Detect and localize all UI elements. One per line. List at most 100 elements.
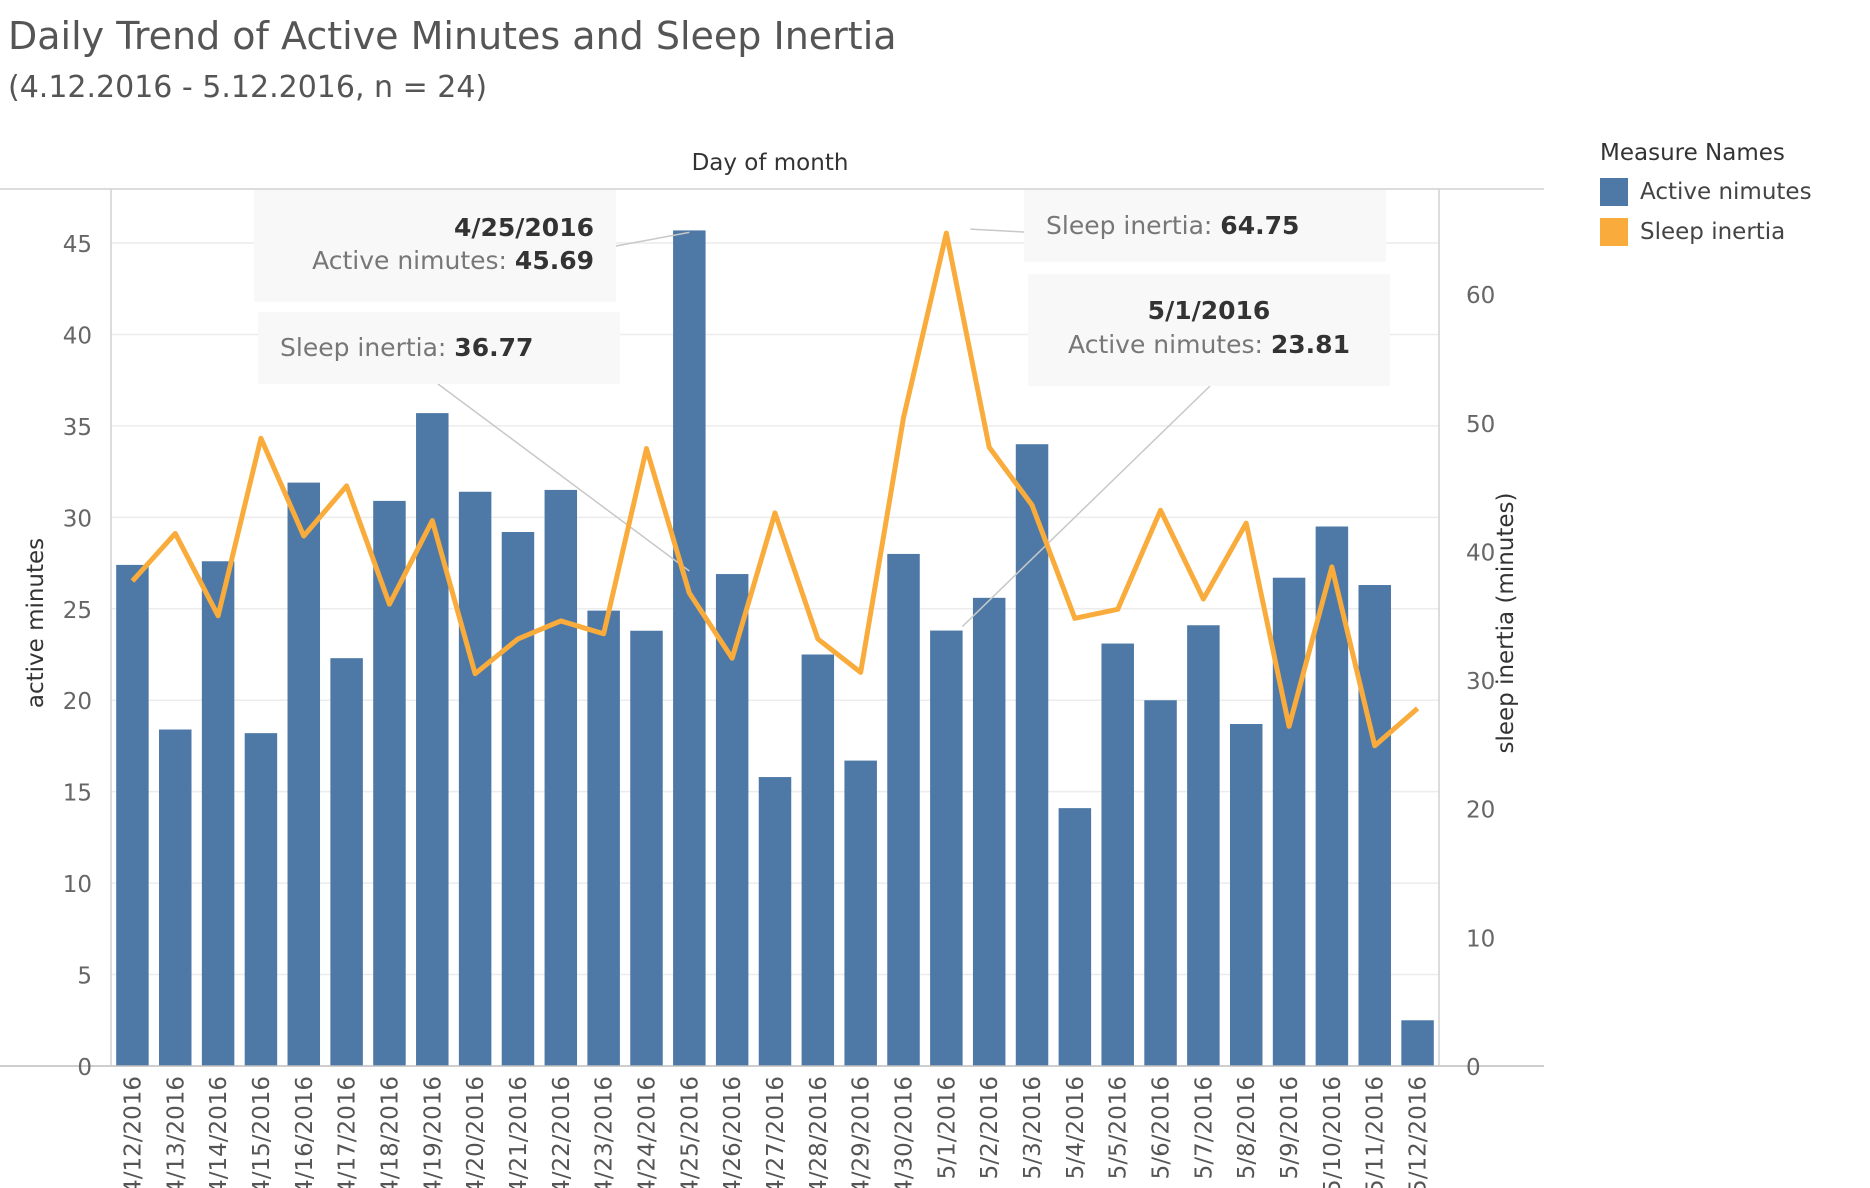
tooltip-label: Active nimutes: (312, 246, 507, 275)
y-tick-label: 40 (63, 323, 92, 349)
tooltip-date: 5/1/2016 (1147, 296, 1271, 325)
bar (1358, 585, 1391, 1066)
tooltip-value: 36.77 (454, 333, 534, 362)
x-tick-label: 4/26/2016 (720, 1076, 746, 1188)
x-tick-label: 4/25/2016 (677, 1076, 703, 1188)
tooltip-row: Active nimutes: 45.69 (276, 244, 594, 278)
sleep-inertia-line (130, 230, 1420, 749)
connector-line (437, 383, 690, 572)
y-tick-label: 30 (63, 506, 92, 532)
y2-axis-label: sleep inertia (minutes) (1493, 492, 1519, 753)
chart-subtitle: (4.12.2016 - 5.12.2016, n = 24) (8, 70, 488, 105)
x-tick-label: 4/21/2016 (506, 1076, 532, 1188)
bar (801, 654, 835, 1066)
x-tick-label: 5/1/2016 (934, 1076, 960, 1179)
y2-tick-label: 20 (1466, 798, 1495, 824)
legend-item-active[interactable]: Active nimutes (1600, 172, 1812, 212)
legend-swatch-active (1600, 178, 1628, 206)
y-tick-label: 15 (63, 781, 92, 807)
x-tick-label: 4/22/2016 (549, 1076, 575, 1188)
bar (1058, 808, 1092, 1066)
bar (458, 491, 492, 1066)
tooltip-active-5-1: 5/1/2016 Active nimutes: 23.81 (1028, 274, 1390, 386)
y2-tick-label: 10 (1466, 926, 1495, 952)
x-tick-label: 4/13/2016 (163, 1076, 189, 1188)
tooltip-sleep-5-1: Sleep inertia: 64.75 (1024, 190, 1386, 262)
legend-item-sleep[interactable]: Sleep inertia (1600, 212, 1812, 252)
chart-title: Daily Trend of Active Minutes and Sleep … (8, 14, 897, 58)
y-tick-label: 20 (63, 689, 92, 715)
x-tick-label: 5/9/2016 (1277, 1076, 1303, 1179)
y2-tick-label: 40 (1466, 540, 1495, 566)
y-tick-label: 10 (63, 872, 92, 898)
bar (1272, 577, 1306, 1066)
bar (715, 574, 749, 1066)
bar (287, 482, 321, 1066)
x-tick-label: 4/18/2016 (377, 1076, 403, 1188)
legend-swatch-sleep (1600, 218, 1628, 246)
bar (244, 733, 278, 1066)
y2-tick-label: 30 (1466, 669, 1495, 695)
bar (373, 500, 406, 1066)
tooltip-row: Active nimutes: 23.81 (1050, 328, 1368, 362)
bar (416, 413, 449, 1066)
tooltip-value: 64.75 (1220, 211, 1300, 240)
x-tick-label: 5/12/2016 (1406, 1076, 1432, 1188)
bar (1401, 1020, 1434, 1066)
connector-line (961, 385, 1211, 628)
tooltip-date: 4/25/2016 (453, 213, 594, 242)
x-tick-label: 4/27/2016 (763, 1076, 789, 1188)
x-tick-label: 5/2/2016 (977, 1076, 1003, 1179)
y2-tick-label: 50 (1466, 412, 1495, 438)
bar (1187, 625, 1220, 1066)
x-tick-label: 4/17/2016 (335, 1076, 361, 1188)
x-tick-label: 4/29/2016 (849, 1076, 875, 1188)
x-axis-title: Day of month (692, 150, 849, 176)
x-tick-label: 4/15/2016 (249, 1076, 275, 1188)
bar (844, 760, 877, 1066)
bar (201, 561, 235, 1066)
connector-line (615, 231, 690, 247)
legend-title: Measure Names (1600, 140, 1785, 166)
x-tick-label: 5/8/2016 (1234, 1076, 1260, 1179)
y-axis-label: active minutes (23, 538, 49, 708)
x-tick-label: 5/7/2016 (1191, 1076, 1217, 1179)
x-tick-label: 4/30/2016 (892, 1076, 918, 1188)
tooltip-connectors (437, 228, 1211, 628)
connector-line (970, 228, 1025, 233)
x-tick-label: 4/28/2016 (806, 1076, 832, 1188)
bar (544, 489, 578, 1067)
tooltip-label: Active nimutes: (1068, 330, 1263, 359)
x-tick-label: 5/5/2016 (1106, 1076, 1132, 1179)
x-tick-label: 4/14/2016 (206, 1076, 232, 1188)
axes-frame (0, 188, 1544, 1067)
tooltip-active-4-25: 4/25/2016 Active nimutes: 45.69 (254, 190, 616, 302)
bar (673, 230, 706, 1067)
legend-label-active: Active nimutes (1640, 179, 1812, 205)
bar (930, 630, 963, 1066)
bar (1101, 643, 1134, 1066)
bar (501, 531, 535, 1066)
bar (758, 777, 792, 1066)
tooltip-label: Sleep inertia: (280, 333, 447, 362)
bar (1144, 700, 1177, 1066)
tooltip-sleep-4-25: Sleep inertia: 36.77 (258, 312, 620, 384)
bar (887, 553, 920, 1066)
bar (630, 630, 663, 1066)
tooltip-value: 23.81 (1270, 330, 1350, 359)
y2-tick-label: 60 (1466, 283, 1495, 309)
y-tick-label: 25 (63, 598, 92, 624)
x-tick-label: 4/24/2016 (634, 1076, 660, 1188)
tick-labels: 0 5 10 15 20 25 30 35 40 45 0 10 20 30 40 50 60 4/12/2016… (63, 232, 1496, 1188)
x-tick-label: 4/23/2016 (592, 1076, 618, 1188)
tooltip-value: 45.69 (514, 246, 594, 275)
x-tick-label: 5/4/2016 (1063, 1076, 1089, 1179)
x-tick-label: 4/12/2016 (120, 1076, 146, 1188)
x-tick-label: 4/19/2016 (420, 1076, 446, 1188)
x-tick-label: 4/20/2016 (463, 1076, 489, 1188)
legend: Measure Names Active nimutes Sleep inert… (1600, 140, 1812, 252)
y-tick-label: 45 (63, 232, 92, 258)
bar (116, 564, 149, 1066)
x-tick-label: 5/11/2016 (1363, 1076, 1389, 1188)
